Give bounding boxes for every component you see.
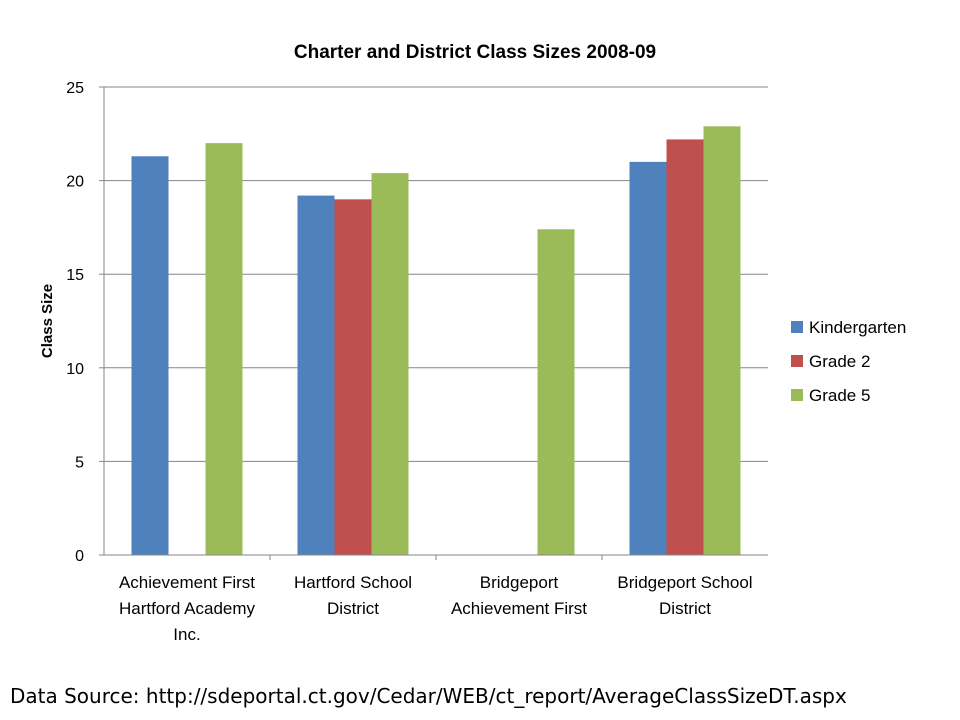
legend-label: Grade 2 — [809, 352, 870, 371]
x-tick-label: District — [327, 599, 379, 618]
y-tick-label: 20 — [66, 174, 84, 191]
x-tick-label: Inc. — [173, 625, 200, 644]
bar-kindergarten — [297, 195, 335, 556]
legend-swatch — [791, 389, 803, 401]
x-tick-label: Hartford Academy — [119, 599, 256, 618]
x-tick-label: Achievement First — [119, 573, 255, 592]
data-source-note: Data Source: http://sdeportal.ct.gov/Ced… — [10, 684, 847, 708]
x-tick-label: District — [659, 599, 711, 618]
y-tick-label: 10 — [66, 361, 84, 378]
y-tick-label: 25 — [66, 80, 84, 97]
x-tick-label: Hartford School — [294, 573, 412, 592]
x-tick-label: Achievement First — [451, 599, 587, 618]
y-tick-label: 5 — [75, 454, 84, 471]
bar-grade-2 — [334, 199, 372, 555]
y-tick-label: 15 — [66, 267, 84, 284]
bar-grade-5 — [371, 173, 409, 555]
bar-kindergarten — [629, 161, 667, 555]
legend-label: Grade 5 — [809, 386, 870, 405]
bar-grade-5 — [703, 126, 741, 555]
legend-swatch — [791, 355, 803, 367]
bar-grade-5 — [205, 143, 243, 555]
x-tick-label: Bridgeport — [480, 573, 559, 592]
y-axis-label: Class Size — [39, 284, 56, 358]
bar-grade-5 — [537, 229, 575, 555]
y-tick-label: 0 — [75, 548, 84, 565]
x-tick-label: Bridgeport School — [617, 573, 752, 592]
bar-kindergarten — [131, 156, 169, 555]
legend-label: Kindergarten — [809, 318, 906, 337]
bar-grade-2 — [666, 139, 704, 555]
chart-title: Charter and District Class Sizes 2008-09 — [294, 42, 656, 63]
legend-swatch — [791, 321, 803, 333]
